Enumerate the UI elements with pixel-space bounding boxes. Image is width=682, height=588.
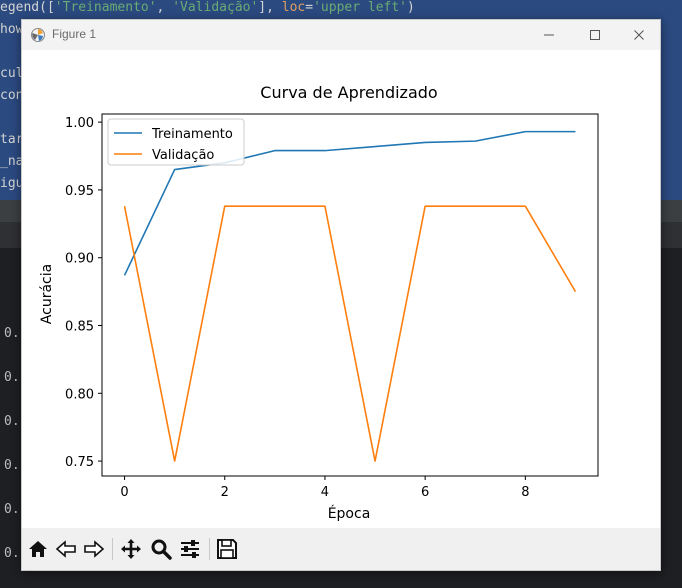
forward-arrow-icon bbox=[84, 540, 105, 558]
figure-canvas[interactable]: Curva de Aprendizado Época Acurácia 0 2 4 6… bbox=[22, 50, 660, 528]
code-line: igu bbox=[0, 176, 24, 191]
output-line: 0. bbox=[4, 546, 20, 561]
series-line-validacao bbox=[123, 205, 577, 462]
legend-label: Validação bbox=[152, 148, 214, 163]
navigation-toolbar bbox=[22, 528, 660, 570]
toolbar-separator bbox=[112, 538, 113, 560]
toolbar-separator bbox=[209, 538, 210, 560]
minimize-button[interactable] bbox=[526, 20, 572, 50]
forward-button[interactable] bbox=[82, 537, 106, 561]
save-button[interactable] bbox=[215, 537, 239, 561]
code-line: tar bbox=[0, 132, 24, 147]
back-arrow-icon bbox=[55, 540, 76, 558]
code-line: _na bbox=[0, 154, 24, 169]
maximize-icon bbox=[590, 30, 600, 40]
configure-subplots-button[interactable] bbox=[178, 537, 202, 561]
code-line: con bbox=[0, 88, 24, 103]
zoom-button[interactable] bbox=[149, 537, 173, 561]
close-icon bbox=[634, 30, 644, 40]
x-tick-label: 6 bbox=[421, 485, 429, 500]
y-tick-label: 0.75 bbox=[65, 455, 94, 470]
y-tick-label: 0.95 bbox=[65, 184, 94, 199]
x-tick-label: 2 bbox=[221, 485, 229, 500]
matplotlib-logo-icon bbox=[30, 27, 46, 43]
x-tick-label: 0 bbox=[120, 485, 128, 500]
y-tick-label: 0.90 bbox=[65, 252, 94, 267]
back-button[interactable] bbox=[54, 537, 78, 561]
save-disk-icon bbox=[217, 539, 237, 559]
output-line: 0. bbox=[4, 502, 20, 517]
axis-ticks: 0 2 4 6 8 0.75 0.80 0.85 0.90 0.95 1.00 bbox=[65, 116, 529, 500]
chart-title: Curva de Aprendizado bbox=[260, 83, 437, 102]
code-line: egend(['Treinamento', 'Validação'], loc=… bbox=[0, 0, 415, 15]
minimize-icon bbox=[544, 34, 554, 36]
close-button[interactable] bbox=[616, 20, 662, 50]
output-line: 0. bbox=[4, 326, 20, 341]
y-tick-label: 0.80 bbox=[65, 387, 94, 402]
code-line: how bbox=[0, 22, 24, 37]
home-icon bbox=[29, 541, 47, 557]
output-line: 0. bbox=[4, 458, 20, 473]
code-line: cul bbox=[0, 66, 24, 81]
line-chart: Curva de Aprendizado Época Acurácia 0 2 4 6… bbox=[39, 83, 599, 522]
figure-window: Figure 1 Curva de Aprendizado Época Acur… bbox=[21, 19, 661, 571]
series-lines bbox=[123, 130, 577, 462]
home-button[interactable] bbox=[26, 537, 50, 561]
y-axis-label: Acurácia bbox=[39, 264, 55, 324]
maximize-button[interactable] bbox=[572, 20, 618, 50]
y-tick-label: 1.00 bbox=[65, 116, 94, 131]
legend: Treinamento Validação bbox=[107, 118, 245, 166]
pan-button[interactable] bbox=[119, 537, 143, 561]
x-tick-label: 4 bbox=[321, 485, 329, 500]
series-line-treinamento bbox=[123, 130, 576, 276]
x-axis-label: Época bbox=[328, 505, 371, 522]
configure-subplots-icon bbox=[181, 540, 199, 558]
window-title: Figure 1 bbox=[52, 27, 97, 41]
output-line: 0. bbox=[4, 414, 20, 429]
output-line: 0. bbox=[4, 370, 20, 385]
y-tick-label: 0.85 bbox=[65, 320, 94, 335]
x-tick-label: 8 bbox=[521, 485, 529, 500]
pan-move-icon bbox=[121, 539, 141, 559]
zoom-magnifier-icon bbox=[151, 539, 172, 560]
plot-area-frame bbox=[101, 113, 599, 477]
window-titlebar[interactable]: Figure 1 bbox=[22, 20, 660, 50]
legend-label: Treinamento bbox=[151, 127, 233, 142]
